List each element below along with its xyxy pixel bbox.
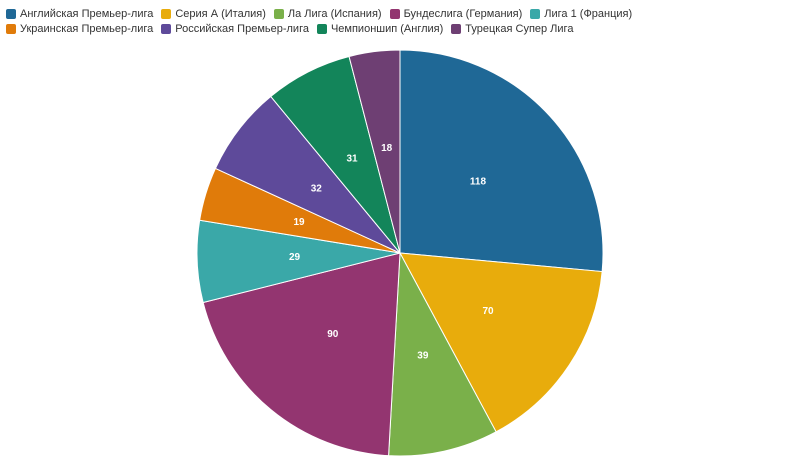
legend-item[interactable]: Украинская Премьер-лига xyxy=(6,23,153,35)
legend-swatch xyxy=(6,9,16,19)
pie-slice xyxy=(388,251,497,457)
legend-label: Английская Премьер-лига xyxy=(20,8,154,20)
pie-slice xyxy=(348,49,401,254)
pie-slice xyxy=(399,252,603,433)
legend-label: Российская Премьер-лига xyxy=(175,23,309,35)
legend-item[interactable]: Серия А (Италия) xyxy=(161,8,266,20)
legend-label: Украинская Премьер-лига xyxy=(20,23,154,35)
data-label: 19 xyxy=(293,217,305,228)
data-label: 32 xyxy=(311,183,323,194)
legend-swatch xyxy=(6,24,16,34)
legend-label: Чемпионшип (Англия) xyxy=(330,23,444,35)
data-label: 39 xyxy=(417,351,429,362)
legend-label: Бундеслига (Германия) xyxy=(403,8,523,20)
legend-item[interactable]: Бундеслига (Германия) xyxy=(389,8,523,20)
legend-item[interactable]: Чемпионшип (Англия) xyxy=(316,23,444,35)
legend-swatch xyxy=(161,24,172,34)
legend-swatch xyxy=(316,24,327,34)
legend: Английская Премьер-лига Серия А (Италия) Л… xyxy=(6,8,746,35)
legend-item[interactable]: Ла Лига (Испания) xyxy=(273,8,382,20)
legend-label: Серия А (Италия) xyxy=(175,8,266,20)
legend-swatch xyxy=(530,9,541,19)
data-label: 118 xyxy=(470,176,487,187)
legend-swatch xyxy=(389,9,400,19)
data-label: 18 xyxy=(381,143,393,154)
legend-item[interactable]: Российская Премьер-лига xyxy=(161,23,309,35)
data-label: 90 xyxy=(327,329,339,340)
legend-label: Ла Лига (Испания) xyxy=(287,8,382,20)
legend-item[interactable]: Турецкая Супер Лига xyxy=(451,23,573,35)
legend-label: Турецкая Супер Лига xyxy=(465,23,574,35)
legend-item[interactable]: Английская Премьер-лига xyxy=(6,8,153,20)
data-label: 31 xyxy=(346,154,358,165)
legend-item[interactable]: Лига 1 (Франция) xyxy=(530,8,632,20)
legend-label: Лига 1 (Франция) xyxy=(544,8,633,20)
legend-swatch xyxy=(273,9,284,19)
pie-slice xyxy=(202,252,401,457)
data-label: 29 xyxy=(289,252,301,263)
pie-slice xyxy=(399,49,604,273)
data-label: 70 xyxy=(482,306,494,317)
legend-swatch xyxy=(451,24,462,34)
legend-swatch xyxy=(161,9,172,19)
